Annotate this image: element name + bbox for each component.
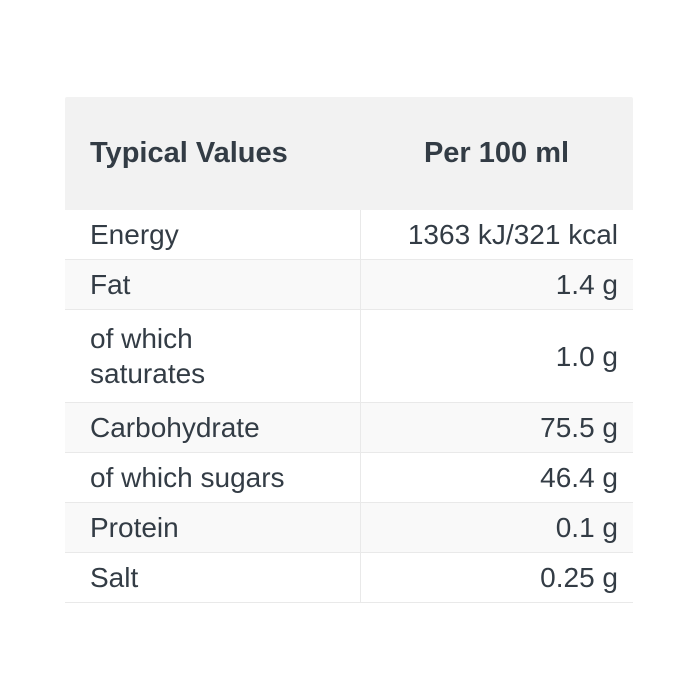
nutrition-table: Typical Values Per 100 ml Energy 1363 kJ… [65, 97, 633, 603]
header-typical-values: Typical Values [90, 137, 288, 169]
nutrient-label: of which saturates [90, 323, 206, 389]
table-row-carbohydrate: Carbohydrate 75.5 g [65, 403, 633, 453]
nutrient-value: 1.0 g [360, 310, 633, 402]
header-per-100ml: Per 100 ml [423, 137, 570, 169]
nutrient-value: 1363 kJ/321 kcal [360, 210, 633, 259]
nutrient-label: Energy [90, 219, 179, 250]
nutrient-value: 75.5 g [360, 403, 633, 452]
nutrient-label: Protein [90, 512, 179, 543]
table-row-saturates: of which saturates 1.0 g [65, 310, 633, 403]
nutrient-label: Salt [90, 562, 139, 593]
table-row-fat: Fat 1.4 g [65, 260, 633, 310]
nutrient-value: 46.4 g [360, 453, 633, 502]
table-row-sugars: of which sugars 46.4 g [65, 453, 633, 503]
table-body: Energy 1363 kJ/321 kcal Fat 1.4 g of whi… [65, 210, 633, 603]
nutrient-value: 0.25 g [360, 553, 633, 602]
table-row-energy: Energy 1363 kJ/321 kcal [65, 210, 633, 260]
table-header-row: Typical Values Per 100 ml [65, 97, 633, 210]
table-row-protein: Protein 0.1 g [65, 503, 633, 553]
nutrient-label: Fat [90, 269, 131, 300]
nutrient-label: Carbohydrate [90, 412, 260, 443]
nutrient-value: 1.4 g [360, 260, 633, 309]
table-row-salt: Salt 0.25 g [65, 553, 633, 603]
nutrient-label: of which sugars [90, 462, 285, 493]
nutrient-value: 0.1 g [360, 503, 633, 552]
